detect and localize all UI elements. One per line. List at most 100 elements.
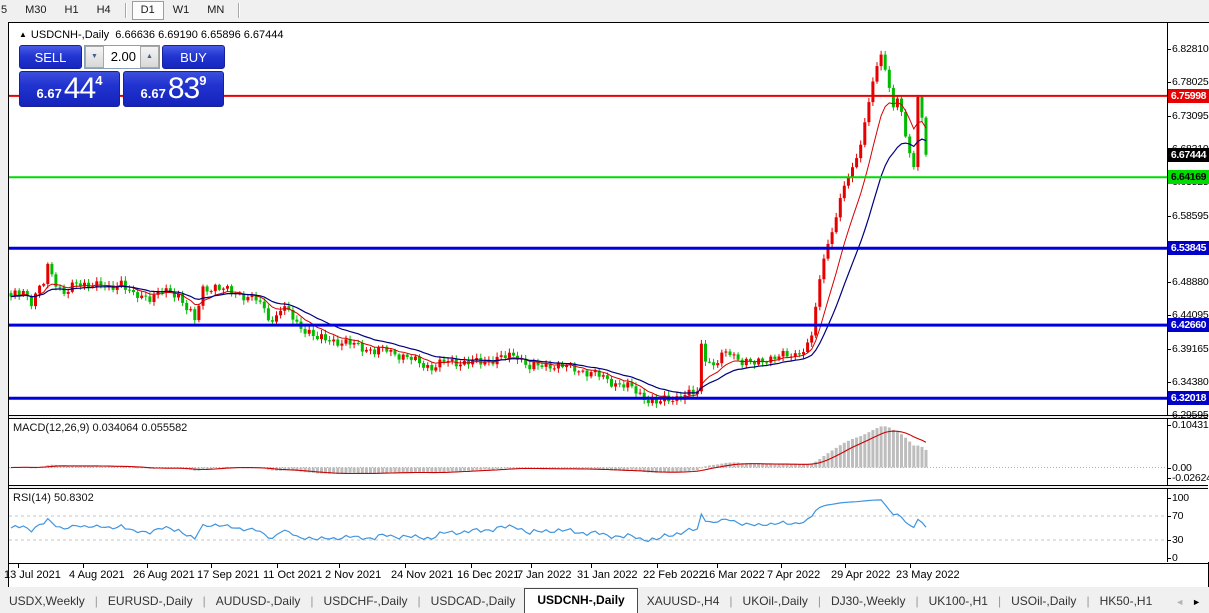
volume-stepper: ▼ 2.00 ▲ [84,45,160,69]
price-axis[interactable] [1167,23,1209,562]
chart-ohlc-values: 6.66636 6.69190 6.65896 6.67444 [115,29,284,41]
tab-audusd-daily[interactable]: AUDUSD-,Daily [215,594,301,608]
price-tick [1167,49,1171,50]
tab-ukoil-daily[interactable]: UKOil-,Daily [742,594,808,608]
tab-usdchf-daily[interactable]: USDCHF-,Daily [323,594,408,608]
chart-symbol-label: USDCNH-,Daily [30,29,110,41]
tab-scroll-arrows: ◄ ► [1171,594,1205,613]
tab-scroll-right-icon[interactable]: ► [1192,597,1202,607]
price-axis-label: 6.34380 [1172,376,1209,388]
price-tag: 6.32018 [1168,391,1209,405]
date-tick [277,564,278,568]
date-tick [471,564,472,568]
tf-button-w1[interactable]: W1 [172,4,190,16]
tab-separator: | [1086,594,1090,608]
toolbar-separator [238,3,241,18]
tf-button-d1[interactable]: D1 [131,1,164,20]
price-tag: 6.53845 [1168,241,1209,255]
date-tick [18,564,19,568]
date-axis-label: 16 Mar 2022 [703,569,765,581]
macd-tick [1167,468,1171,469]
tab-dj30-weekly[interactable]: DJ30-,Weekly [831,594,906,608]
volume-input[interactable]: 2.00 [110,49,136,64]
volume-decrease-icon[interactable]: ▼ [85,46,104,68]
chart-title: ▲ USDCNH-,Daily 6.66636 6.69190 6.65896 6… [19,29,284,41]
sell-price-point: 4 [95,73,103,88]
date-tick [405,564,406,568]
rsi-tick [1167,498,1171,499]
price-tag: 6.75998 [1168,89,1209,103]
rsi-axis-label: 30 [1172,534,1184,546]
date-tick [83,564,84,568]
date-tick [339,564,340,568]
price-tick [1167,82,1171,83]
date-axis-label: 13 Jul 2021 [4,569,61,581]
tab-scroll-left-icon[interactable]: ◄ [1175,597,1185,607]
rsi-canvas[interactable] [9,489,1167,563]
tab-eurusd-daily[interactable]: EURUSD-,Daily [107,594,193,608]
price-axis-label: 6.39165 [1172,343,1209,355]
tab-separator: | [417,594,421,608]
sell-price-button[interactable]: 6.67 44 4 [19,71,120,107]
price-axis-label: 6.73095 [1172,110,1209,122]
tab-usdcnh-daily[interactable]: USDCNH-,Daily [524,588,638,613]
tf-button-mn[interactable]: MN [207,4,225,16]
price-tick [1167,216,1171,217]
tab-separator: | [310,594,314,608]
tab-xauusd-h4[interactable]: XAUUSD-,H4 [646,594,720,608]
date-axis-label: 22 Feb 2022 [643,569,705,581]
tf-button-h4[interactable]: H4 [96,4,111,16]
tab-usoil-daily[interactable]: USOil-,Daily [1011,594,1077,608]
rsi-axis-label: 100 [1172,492,1189,504]
macd-canvas[interactable] [9,419,1167,485]
pane-splitter-rsi[interactable] [9,485,1208,489]
price-tick [1167,349,1171,350]
rsi-value: 50.8302 [53,492,94,504]
date-axis-label: 29 Apr 2022 [831,569,891,581]
tab-separator: | [817,594,821,608]
date-axis-label: 11 Oct 2021 [263,569,323,581]
tab-uk100-h1[interactable]: UK100-,H1 [928,594,988,608]
price-tick [1167,382,1171,383]
tab-usdx-weekly[interactable]: USDX,Weekly [9,594,85,608]
macd-pane[interactable]: MACD(12,26,9) 0.034064 0.055582 [9,419,1167,485]
main-price-pane[interactable]: ▲ USDCNH-,Daily 6.66636 6.69190 6.65896 6… [9,23,1167,415]
tab-separator: | [202,594,206,608]
tab-hk50-h1[interactable]: HK50-,H1 [1099,594,1153,608]
date-tick [657,564,658,568]
macd-axis-label: 0.104313 [1172,419,1209,431]
date-tick [781,564,782,568]
sell-price-prefix: 6.67 [36,86,62,101]
pane-splitter-macd[interactable] [9,415,1208,419]
buy-button[interactable]: BUY [162,45,225,69]
rsi-pane[interactable]: RSI(14) 50.8302 [9,489,1167,563]
one-click-trade-panel: SELL ▼ 2.00 ▲ BUY 6.67 44 4 6.67 83 9 [19,45,225,107]
buy-price-point: 9 [199,73,207,88]
tf-button-5[interactable]: 5 [1,4,8,16]
date-axis-label: 31 Jan 2022 [577,569,638,581]
tab-usdcad-daily[interactable]: USDCAD-,Daily [430,594,516,608]
date-tick [845,564,846,568]
macd-tick [1167,478,1171,479]
date-axis[interactable]: 13 Jul 2021 4 Aug 2021 26 Aug 2021 17 Sep 2… [4,563,1208,587]
tf-button-m30[interactable]: M30 [25,4,47,16]
date-tick [531,564,532,568]
price-axis-label: 6.29595 [1172,409,1209,421]
date-axis-label: 2 Nov 2021 [325,569,382,581]
buy-price-prefix: 6.67 [140,86,166,101]
date-tick [717,564,718,568]
date-axis-label: 7 Jan 2022 [517,569,572,581]
date-axis-label: 23 May 2022 [896,569,960,581]
collapse-chart-icon[interactable]: ▲ [19,30,27,39]
date-axis-label: 26 Aug 2021 [133,569,195,581]
sell-button[interactable]: SELL [19,45,82,69]
price-tag: 6.67444 [1168,148,1209,162]
tf-button-h1[interactable]: H1 [64,4,79,16]
timeframe-toolbar: 5 M30 H1 H4 D1 W1 MN [0,0,1209,21]
buy-price-button[interactable]: 6.67 83 9 [123,71,224,107]
price-tick [1167,116,1171,117]
price-tick [1167,315,1171,316]
macd-values: 0.034064 0.055582 [92,422,188,434]
macd-axis-label: 0.00 [1172,462,1192,474]
volume-increase-icon[interactable]: ▲ [140,46,159,68]
